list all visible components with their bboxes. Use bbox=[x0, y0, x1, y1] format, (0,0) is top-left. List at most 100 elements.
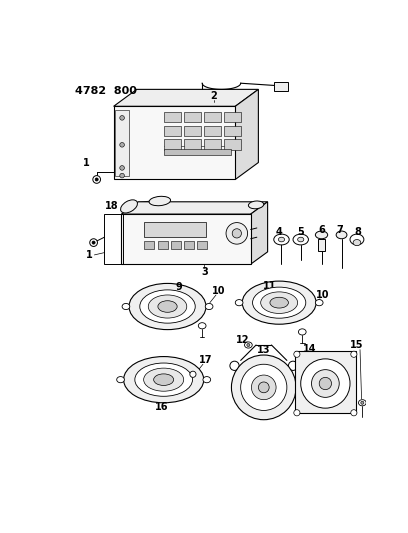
Ellipse shape bbox=[315, 300, 323, 306]
Ellipse shape bbox=[93, 175, 100, 183]
Ellipse shape bbox=[148, 295, 187, 318]
Ellipse shape bbox=[121, 200, 137, 213]
Bar bbox=[164, 149, 231, 155]
Ellipse shape bbox=[319, 377, 332, 390]
Text: 6: 6 bbox=[318, 224, 325, 235]
Bar bbox=[115, 110, 129, 175]
Ellipse shape bbox=[353, 239, 361, 246]
Ellipse shape bbox=[124, 357, 204, 403]
Ellipse shape bbox=[120, 142, 124, 147]
Ellipse shape bbox=[149, 196, 171, 206]
Ellipse shape bbox=[351, 410, 357, 416]
Ellipse shape bbox=[231, 355, 296, 419]
Ellipse shape bbox=[158, 301, 177, 312]
Ellipse shape bbox=[270, 297, 288, 308]
Ellipse shape bbox=[261, 292, 298, 313]
Text: 10: 10 bbox=[212, 286, 226, 296]
Ellipse shape bbox=[235, 300, 243, 306]
Ellipse shape bbox=[154, 374, 174, 385]
Text: 2: 2 bbox=[211, 91, 217, 101]
Bar bbox=[184, 112, 201, 123]
Bar bbox=[204, 140, 221, 150]
Bar bbox=[164, 140, 181, 150]
Text: 15: 15 bbox=[350, 340, 364, 350]
Bar bbox=[295, 351, 356, 413]
Ellipse shape bbox=[298, 237, 304, 242]
Bar bbox=[224, 112, 241, 123]
Text: 13: 13 bbox=[257, 345, 271, 356]
Ellipse shape bbox=[226, 223, 248, 244]
Ellipse shape bbox=[135, 363, 193, 397]
Text: 9: 9 bbox=[176, 282, 182, 292]
Bar bbox=[157, 241, 168, 249]
Ellipse shape bbox=[359, 400, 366, 406]
Ellipse shape bbox=[315, 231, 328, 239]
Bar bbox=[318, 239, 325, 251]
Bar bbox=[121, 214, 251, 264]
Text: 4: 4 bbox=[276, 227, 283, 237]
Ellipse shape bbox=[288, 361, 298, 370]
Ellipse shape bbox=[203, 377, 211, 383]
Text: 10: 10 bbox=[316, 290, 330, 300]
Ellipse shape bbox=[258, 382, 269, 393]
Polygon shape bbox=[121, 202, 268, 214]
Ellipse shape bbox=[244, 342, 252, 348]
Ellipse shape bbox=[117, 377, 124, 383]
Ellipse shape bbox=[90, 239, 98, 246]
Text: 1: 1 bbox=[83, 158, 90, 167]
Text: 4782  800: 4782 800 bbox=[75, 85, 137, 95]
Ellipse shape bbox=[232, 229, 242, 238]
Text: 3: 3 bbox=[201, 267, 208, 277]
Polygon shape bbox=[251, 202, 268, 264]
Ellipse shape bbox=[253, 287, 306, 318]
Ellipse shape bbox=[120, 173, 124, 178]
Ellipse shape bbox=[190, 371, 196, 377]
Ellipse shape bbox=[294, 351, 300, 357]
Ellipse shape bbox=[361, 401, 364, 405]
Ellipse shape bbox=[278, 237, 284, 242]
Ellipse shape bbox=[198, 322, 206, 329]
Bar bbox=[113, 106, 235, 180]
Ellipse shape bbox=[140, 290, 195, 323]
Ellipse shape bbox=[247, 343, 250, 346]
Ellipse shape bbox=[294, 410, 300, 416]
Ellipse shape bbox=[350, 234, 364, 245]
Ellipse shape bbox=[301, 359, 350, 408]
Ellipse shape bbox=[230, 361, 239, 370]
Bar bbox=[204, 126, 221, 136]
Bar bbox=[184, 241, 194, 249]
Ellipse shape bbox=[122, 303, 130, 310]
Text: 1: 1 bbox=[86, 250, 92, 260]
Text: 5: 5 bbox=[297, 227, 304, 237]
Polygon shape bbox=[113, 90, 258, 106]
Text: 8: 8 bbox=[354, 227, 361, 237]
Ellipse shape bbox=[205, 303, 213, 310]
Ellipse shape bbox=[274, 234, 289, 245]
Text: 11: 11 bbox=[263, 281, 277, 290]
Text: 7: 7 bbox=[337, 224, 344, 235]
Bar bbox=[274, 82, 288, 91]
Ellipse shape bbox=[92, 241, 95, 244]
Bar bbox=[224, 140, 241, 150]
Bar bbox=[224, 126, 241, 136]
Ellipse shape bbox=[336, 231, 347, 239]
Text: 12: 12 bbox=[236, 335, 250, 345]
Ellipse shape bbox=[120, 166, 124, 170]
Bar bbox=[184, 140, 201, 150]
Ellipse shape bbox=[95, 178, 98, 181]
Bar bbox=[171, 241, 181, 249]
Bar bbox=[184, 126, 201, 136]
Bar bbox=[144, 241, 155, 249]
Bar bbox=[164, 126, 181, 136]
Text: 16: 16 bbox=[155, 401, 169, 411]
Text: 18: 18 bbox=[105, 201, 119, 212]
Ellipse shape bbox=[120, 116, 124, 120]
Ellipse shape bbox=[248, 201, 264, 209]
Ellipse shape bbox=[351, 351, 357, 357]
Ellipse shape bbox=[312, 370, 339, 398]
Ellipse shape bbox=[241, 364, 287, 410]
Ellipse shape bbox=[242, 281, 316, 324]
Ellipse shape bbox=[144, 368, 184, 391]
Ellipse shape bbox=[251, 375, 276, 400]
Bar bbox=[144, 222, 206, 237]
